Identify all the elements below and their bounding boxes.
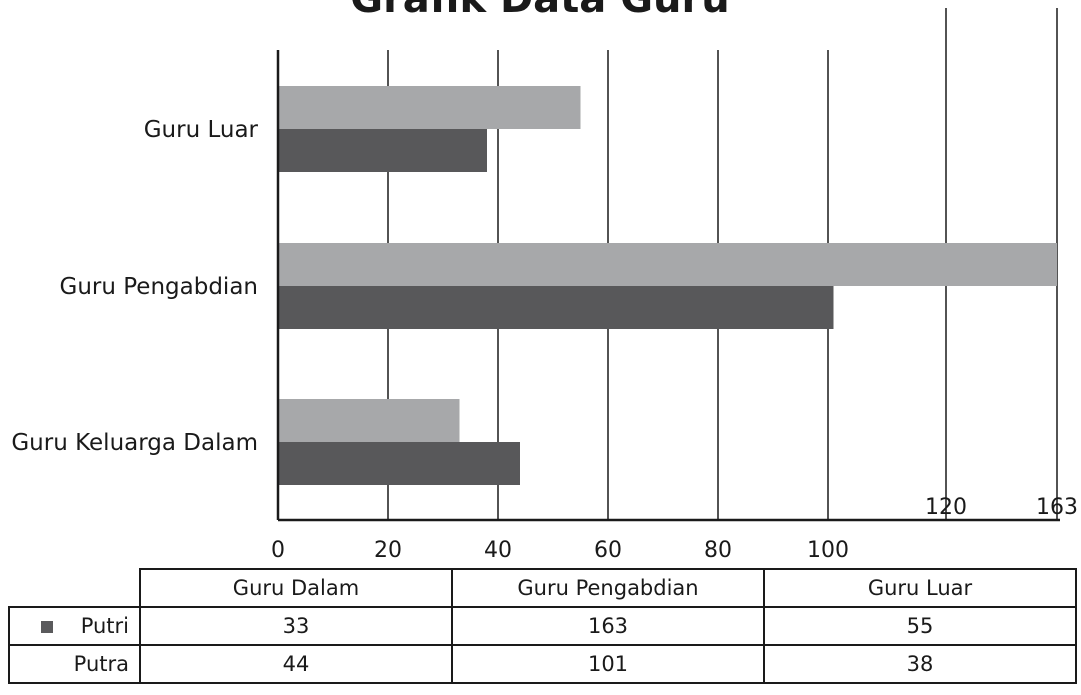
- x-tick-label: 80: [704, 538, 732, 560]
- chart-title: Grafik Data Guru: [350, 0, 729, 22]
- table-row-label: Putri: [8, 606, 141, 646]
- axes: [276, 50, 1060, 522]
- table-header-row: Guru Dalam Guru Pengabdian Guru Luar: [9, 568, 1077, 608]
- tick-labels: 0 20 40 60 80 100 120 163: [271, 495, 1078, 560]
- bar-putra: [278, 286, 834, 329]
- table-header-cell: Guru Luar: [763, 568, 1077, 608]
- table-cell: 101: [451, 644, 765, 684]
- legend-swatch-icon: [40, 621, 53, 633]
- category-label: Guru Pengabdian: [60, 274, 258, 300]
- x-tick-label: 100: [807, 538, 849, 560]
- table-cell: 55: [763, 606, 1077, 646]
- table-row-label: Putra: [8, 644, 141, 684]
- category-label: Guru Keluarga Dalam: [11, 430, 258, 456]
- category-labels: Guru Luar Guru Pengabdian Guru Keluarga Da…: [11, 117, 258, 456]
- bars: [278, 86, 1057, 485]
- table-cell: 163: [451, 606, 765, 646]
- x-tick-label-upper: 163: [1036, 495, 1078, 520]
- table-corner: [9, 569, 141, 608]
- x-tick-label: 60: [594, 538, 622, 560]
- table-cell: 44: [139, 644, 453, 684]
- table-row: Putri 33 163 55: [8, 606, 1077, 646]
- x-tick-label: 20: [374, 538, 402, 560]
- table-header-cell: Guru Dalam: [139, 568, 453, 608]
- bar-putri: [278, 399, 460, 442]
- row-label-text: Putri: [80, 614, 129, 638]
- table-row: Putra 44 101 38: [8, 644, 1077, 684]
- bar-chart: Grafik Data Guru Guru Luar Guru Pengabdia…: [11, 0, 1078, 560]
- x-tick-label-upper: 120: [925, 495, 967, 520]
- table-header-cell: Guru Pengabdian: [451, 568, 765, 608]
- bar-putra: [278, 129, 487, 172]
- table-cell: 38: [763, 644, 1077, 684]
- bar-putra: [278, 442, 520, 485]
- category-label: Guru Luar: [144, 117, 259, 143]
- x-tick-label: 0: [271, 538, 285, 560]
- bar-putri: [278, 86, 581, 129]
- table-cell: 33: [139, 606, 453, 646]
- data-table: Guru Dalam Guru Pengabdian Guru Luar Put…: [8, 568, 1077, 684]
- x-tick-label: 40: [484, 538, 512, 560]
- bar-putri: [278, 243, 1057, 286]
